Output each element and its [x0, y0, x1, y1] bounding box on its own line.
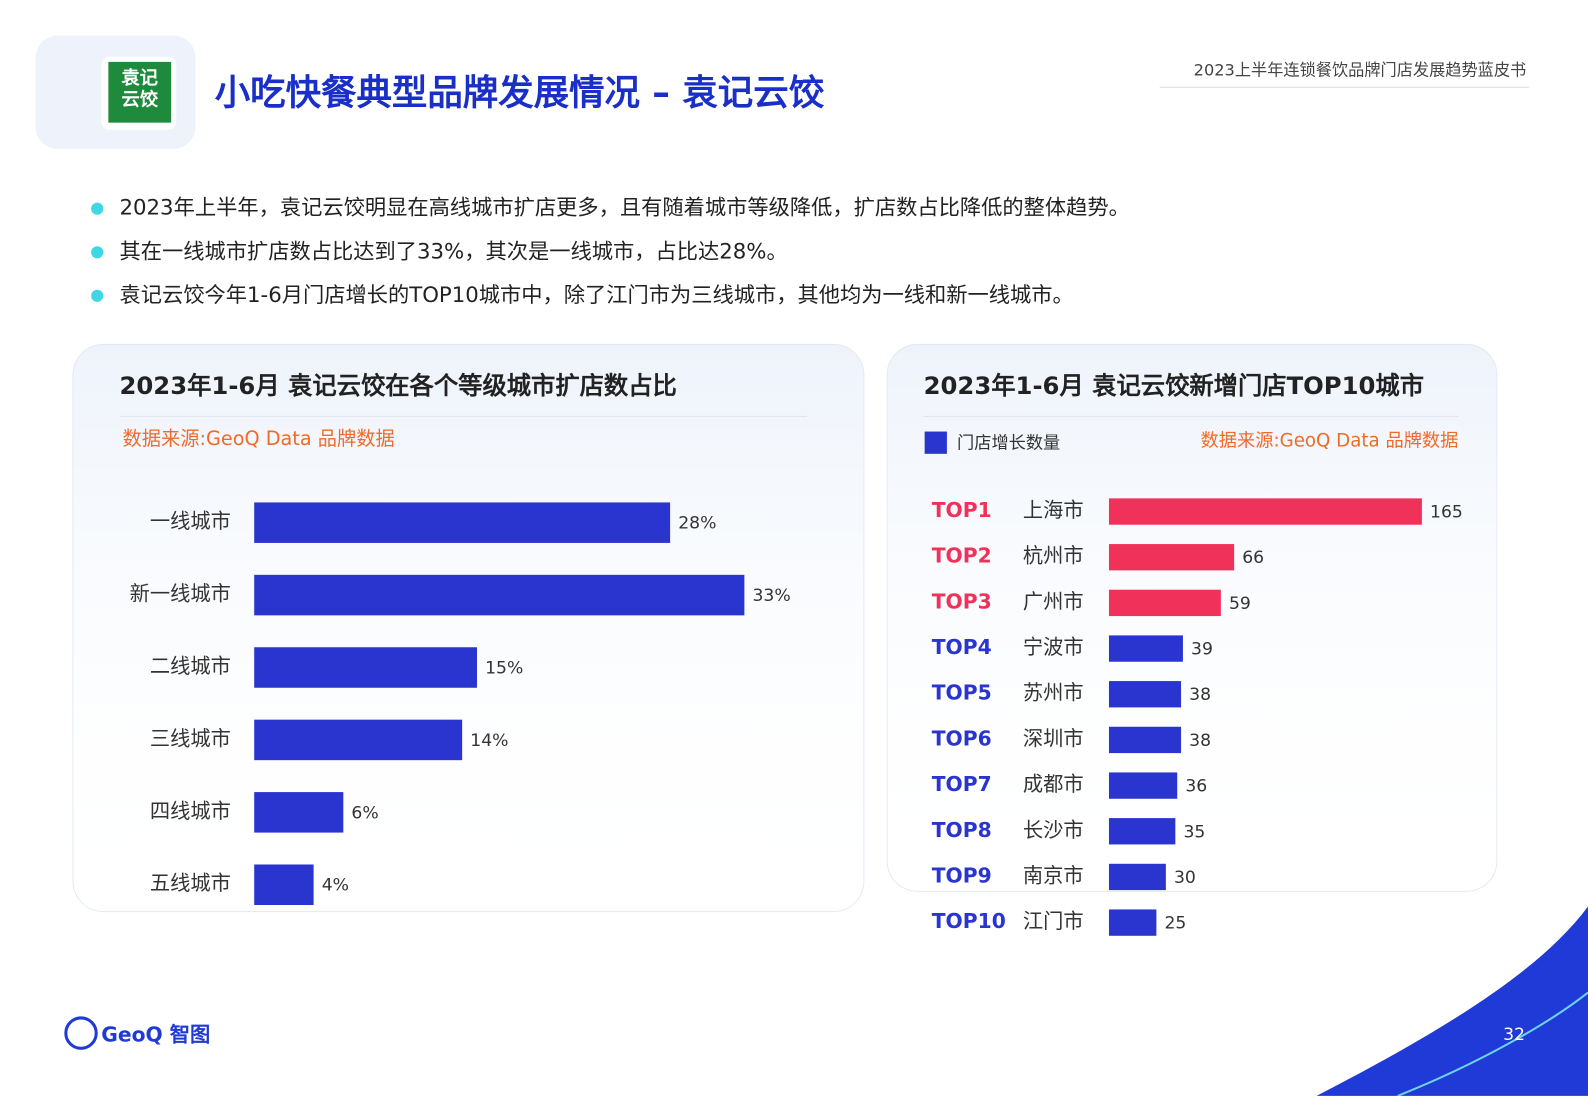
chart-title: 2023年1-6月 袁记云饺新增门店TOP10城市 [924, 371, 1424, 400]
category-label: 新一线城市 [130, 582, 231, 606]
chart-title: 2023年1-6月 袁记云饺在各个等级城市扩店数占比 [120, 371, 677, 400]
right-panel [886, 343, 1498, 892]
value-label: 14% [470, 731, 508, 751]
category-label: 二线城市 [150, 654, 231, 678]
value-label: 15% [485, 659, 523, 679]
value-label: 38 [1189, 685, 1211, 705]
category-label: 一线城市 [150, 509, 231, 533]
bar [1108, 544, 1235, 571]
category-label: 江门市 [1023, 909, 1084, 933]
rank-label: TOP5 [932, 681, 992, 705]
category-label: 南京市 [1023, 863, 1084, 887]
rank-label: TOP4 [932, 635, 992, 659]
bar [254, 792, 344, 833]
logo-text: 袁记 [121, 67, 158, 89]
data-source: 数据来源:GeoQ Data 品牌数据 [1201, 431, 1459, 452]
rank-label: TOP9 [932, 863, 992, 887]
brand: GeoQ 智图 [101, 1023, 210, 1047]
corner-decoration [1316, 906, 1588, 1096]
value-label: 38 [1189, 731, 1211, 751]
left-panel [72, 343, 865, 913]
category-label: 深圳市 [1023, 726, 1084, 750]
rank-label: TOP8 [932, 818, 992, 842]
category-label: 成都市 [1023, 772, 1084, 796]
logo [108, 61, 172, 123]
bar [254, 574, 745, 616]
bullet-dot [91, 289, 104, 302]
brand-icon [64, 1016, 98, 1050]
value-label: 39 [1191, 640, 1213, 660]
logo-text: 云饺 [122, 88, 159, 110]
report-name: 2023上半年连锁餐饮品牌门店发展趋势蓝皮书 [1194, 60, 1527, 79]
page-title: 小吃快餐典型品牌发展情况 – 袁记云饺 [215, 72, 825, 113]
rank-label: TOP10 [932, 909, 1006, 933]
bar [1108, 863, 1166, 891]
data-source: 数据来源:GeoQ Data 品牌数据 [123, 427, 395, 450]
rank-label: TOP7 [932, 772, 992, 796]
value-label: 6% [351, 803, 378, 823]
bar [1108, 772, 1178, 799]
value-label: 4% [322, 876, 349, 896]
rank-label: TOP2 [932, 544, 992, 568]
bullet-text: 袁记云饺今年1-6月门店增长的TOP10城市中，除了江门市为三线城市，其他均为一… [120, 283, 1074, 308]
bar [254, 719, 463, 761]
value-label: 35 [1183, 822, 1205, 842]
category-label: 杭州市 [1023, 544, 1084, 568]
rank-label: TOP3 [932, 589, 992, 613]
bullet-text: 2023年上半年，袁记云饺明显在高线城市扩店更多，且有随着城市等级降低，扩店数占… [120, 196, 1130, 221]
category-label: 宁波市 [1023, 635, 1084, 659]
bar [1108, 681, 1182, 708]
bar [1108, 635, 1183, 662]
category-label: 苏州市 [1023, 681, 1084, 705]
bar [1108, 726, 1182, 754]
bullet-dot [91, 246, 104, 259]
bar [1108, 498, 1422, 525]
value-label: 36 [1185, 777, 1207, 797]
legend-label: 门店增长数量 [957, 434, 1060, 454]
bullet-text: 其在一线城市扩店数占比达到了33%，其次是一线城市，占比达28%。 [120, 239, 788, 264]
category-label: 长沙市 [1023, 818, 1084, 842]
value-label: 30 [1174, 868, 1196, 888]
rank-label: TOP6 [932, 726, 992, 750]
legend-swatch [924, 431, 947, 454]
bar [1108, 818, 1176, 845]
bar [254, 647, 478, 688]
category-label: 三线城市 [150, 726, 231, 750]
category-label: 广州市 [1023, 589, 1084, 613]
value-label: 59 [1229, 594, 1251, 614]
value-label: 28% [678, 514, 716, 534]
category-label: 四线城市 [150, 799, 231, 823]
value-label: 66 [1242, 548, 1264, 568]
bar [254, 864, 314, 905]
rank-label: TOP1 [932, 498, 992, 522]
category-label: 上海市 [1023, 498, 1084, 522]
category-label: 五线城市 [150, 871, 231, 895]
bullet-dot [91, 202, 104, 215]
bar [1108, 909, 1157, 936]
corner-line [1397, 991, 1588, 1096]
value-label: 165 [1430, 503, 1463, 523]
page-number: 32 [1503, 1025, 1525, 1045]
bar [1108, 589, 1221, 617]
value-label: 25 [1164, 914, 1186, 934]
value-label: 33% [752, 586, 790, 606]
bar [254, 502, 671, 543]
